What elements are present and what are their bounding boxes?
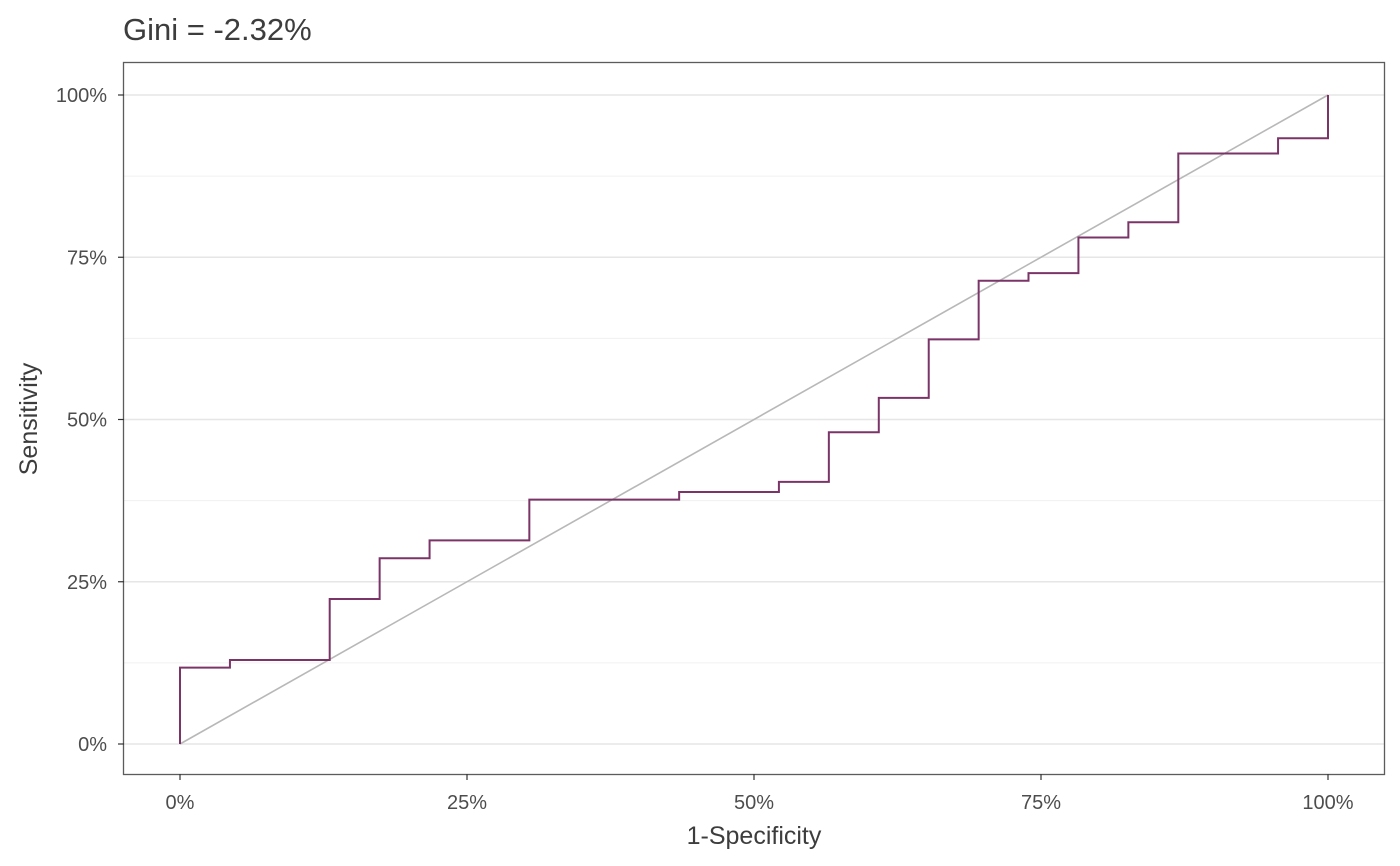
y-tick-label: 0% xyxy=(78,734,107,756)
y-tick-label: 100% xyxy=(56,85,107,107)
x-tick-label: 100% xyxy=(1302,792,1353,814)
x-tick-label: 50% xyxy=(734,792,774,814)
y-axis-label: Sensitivity xyxy=(15,362,43,475)
x-axis-ticks: 0% 25% 50% 75% 100% xyxy=(166,774,1354,814)
y-axis-ticks: 0% 25% 50% 75% 100% xyxy=(56,85,124,756)
x-tick-label: 0% xyxy=(166,792,195,814)
y-tick-label: 75% xyxy=(67,247,107,269)
x-tick-label: 75% xyxy=(1021,792,1061,814)
x-axis-label: 1-Specificity xyxy=(687,822,822,850)
y-tick-label: 25% xyxy=(67,572,107,594)
diagonal-reference-line xyxy=(179,94,1329,745)
roc-curve xyxy=(179,95,1329,744)
y-tick-label: 50% xyxy=(67,410,107,432)
grid-lines xyxy=(124,94,1384,745)
plot-series xyxy=(179,94,1329,745)
chart-title: Gini = -2.32% xyxy=(123,12,312,47)
x-tick-label: 25% xyxy=(447,792,487,814)
